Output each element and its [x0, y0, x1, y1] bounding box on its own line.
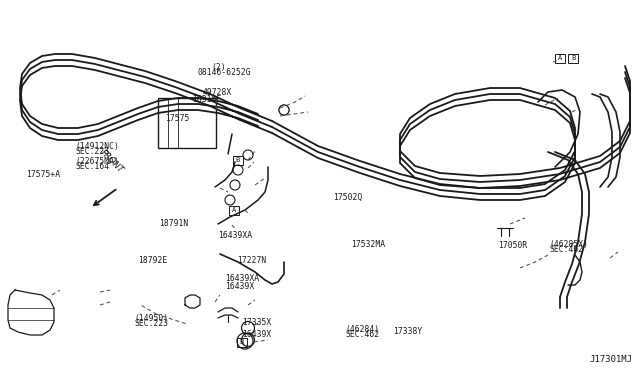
- Circle shape: [279, 105, 289, 115]
- Text: B: B: [571, 55, 575, 61]
- Text: 17335X: 17335X: [242, 318, 271, 327]
- Text: 08146-6252G: 08146-6252G: [197, 68, 251, 77]
- Text: 17227N: 17227N: [237, 256, 266, 265]
- Text: 17338Y: 17338Y: [393, 327, 422, 336]
- Text: J17301MJ: J17301MJ: [589, 355, 632, 364]
- Text: B: B: [240, 339, 244, 345]
- Bar: [568, 54, 578, 62]
- Circle shape: [241, 321, 255, 334]
- Text: (22675MA): (22675MA): [76, 157, 120, 166]
- Text: FRONT: FRONT: [99, 148, 125, 175]
- Text: (14950): (14950): [134, 314, 168, 323]
- Text: A: A: [232, 207, 236, 213]
- Text: 18792E: 18792E: [138, 256, 167, 265]
- Bar: [237, 337, 247, 346]
- Circle shape: [243, 150, 253, 160]
- Bar: [229, 205, 239, 215]
- Text: 18791N: 18791N: [159, 219, 188, 228]
- Circle shape: [225, 195, 235, 205]
- Text: SEC.462: SEC.462: [549, 246, 583, 254]
- Text: 17575: 17575: [165, 114, 189, 123]
- Text: SEC.164: SEC.164: [76, 162, 109, 171]
- Text: 16439X: 16439X: [225, 282, 255, 291]
- Text: SEC.462: SEC.462: [346, 330, 380, 339]
- Text: 18316E: 18316E: [192, 95, 221, 104]
- Bar: [158, 98, 216, 148]
- Circle shape: [233, 165, 243, 175]
- Text: 16439XA: 16439XA: [218, 231, 252, 240]
- Text: (46285X): (46285X): [549, 240, 588, 249]
- Circle shape: [241, 334, 255, 346]
- Text: SEC.223: SEC.223: [134, 319, 168, 328]
- Text: B: B: [236, 157, 240, 163]
- Circle shape: [230, 180, 240, 190]
- Circle shape: [279, 105, 289, 115]
- Text: 17502Q: 17502Q: [333, 193, 362, 202]
- Text: (2): (2): [211, 63, 226, 72]
- Text: A: A: [558, 55, 562, 61]
- Text: 17050R: 17050R: [498, 241, 527, 250]
- Text: 16439XA: 16439XA: [225, 274, 259, 283]
- Text: 16439X: 16439X: [242, 330, 271, 339]
- Text: 49728X: 49728X: [202, 88, 232, 97]
- Text: 17532MA: 17532MA: [351, 240, 385, 249]
- Text: 17575+A: 17575+A: [26, 170, 60, 179]
- Bar: [555, 54, 565, 62]
- Text: SEC.223: SEC.223: [76, 147, 109, 156]
- Text: (46284): (46284): [346, 325, 380, 334]
- Bar: [233, 155, 243, 164]
- Text: (14912NC): (14912NC): [76, 142, 120, 151]
